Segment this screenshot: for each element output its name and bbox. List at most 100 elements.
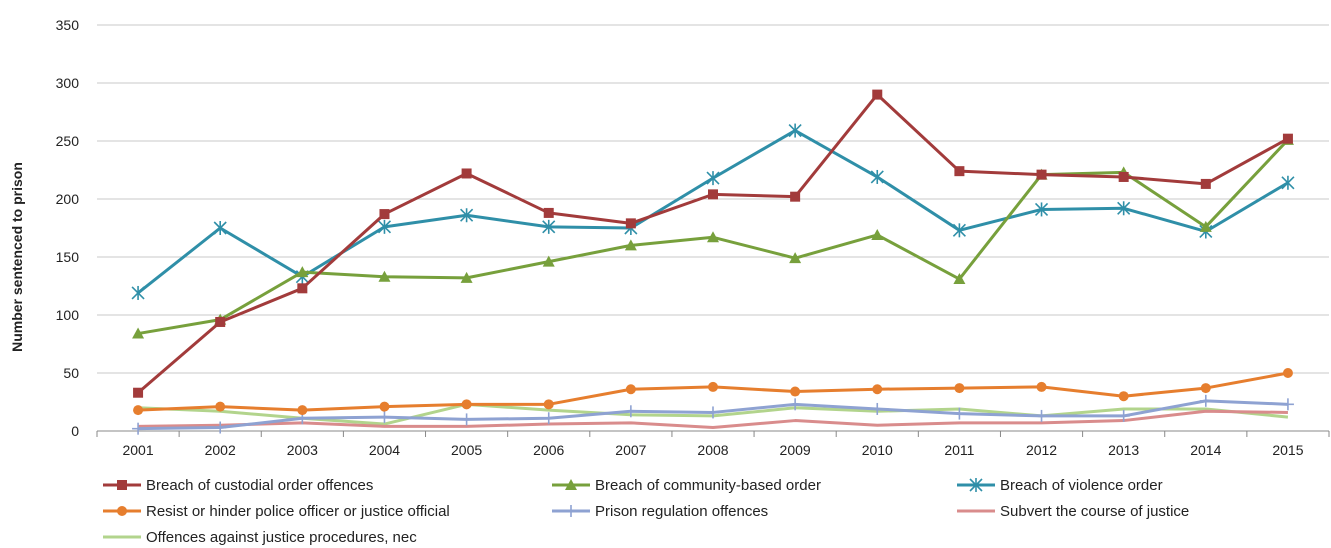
- y-tick-label: 300: [56, 75, 80, 91]
- data-point: [460, 208, 474, 223]
- data-point: [460, 271, 473, 283]
- data-point: [707, 231, 719, 243]
- x-tick-label: 2007: [615, 442, 646, 458]
- data-point: [708, 381, 718, 392]
- axes: 0 50 100 150 200 250 300 350 2001 2002 2003 2004 200…: [56, 17, 1330, 458]
- data-point: [1281, 398, 1294, 411]
- legend-marker: [969, 478, 983, 492]
- data-point: [213, 221, 227, 235]
- x-tick-label: 2015: [1272, 442, 1303, 458]
- legend-label: Resist or hinder police officer or justi…: [146, 503, 450, 520]
- data-point: [1282, 133, 1293, 144]
- data-point: [133, 405, 144, 416]
- series-2: [132, 133, 1294, 339]
- legend-label: Breach of violence order: [1000, 477, 1163, 494]
- data-point: [1199, 394, 1212, 407]
- data-point: [788, 123, 802, 138]
- y-tick-label: 250: [56, 133, 80, 149]
- data-point: [872, 89, 883, 100]
- data-point: [625, 218, 636, 229]
- data-point: [1118, 391, 1129, 402]
- data-point: [132, 327, 145, 339]
- data-point: [953, 407, 966, 420]
- data-point: [871, 228, 884, 240]
- data-point: [379, 401, 390, 412]
- legend-label: Offences against justice procedures, nec: [146, 529, 417, 546]
- x-tick-label: 2011: [944, 442, 974, 458]
- data-point: [1035, 409, 1048, 422]
- series-6: [138, 409, 1288, 430]
- x-tick-label: 2003: [287, 442, 318, 458]
- data-point: [1036, 381, 1047, 392]
- y-tick-label: 150: [56, 249, 80, 265]
- x-tick-label: 2009: [780, 442, 811, 458]
- legend-label: Subvert the course of justice: [1000, 503, 1189, 520]
- data-point: [132, 422, 145, 435]
- data-point: [1036, 169, 1047, 180]
- x-tick-label: 2010: [862, 442, 893, 458]
- data-point: [708, 189, 718, 200]
- data-point: [1117, 201, 1131, 216]
- series-line: [137, 129, 1289, 295]
- legend-item: Prison regulation offences: [552, 503, 768, 520]
- data-point: [954, 166, 965, 177]
- legend-item: Subvert the course of justice: [957, 503, 1189, 520]
- legend-marker: [117, 506, 127, 516]
- data-point: [1118, 171, 1129, 182]
- legend-marker: [565, 505, 577, 517]
- x-tick-label: 2005: [451, 442, 482, 458]
- legend-label: Prison regulation offences: [595, 503, 768, 520]
- data-point: [542, 412, 555, 425]
- data-point: [1200, 178, 1211, 189]
- data-point: [790, 191, 801, 202]
- data-point: [872, 384, 883, 395]
- data-point: [131, 285, 145, 300]
- data-point: [214, 421, 227, 434]
- data-point: [296, 266, 309, 278]
- series-1: [133, 89, 1293, 398]
- data-point: [543, 399, 554, 410]
- legend-item: Breach of custodial order offences: [103, 477, 373, 494]
- data-point: [1200, 383, 1211, 394]
- data-point: [1199, 220, 1212, 232]
- data-point: [460, 413, 473, 426]
- series-4: [133, 368, 1293, 416]
- x-tick-label: 2013: [1108, 442, 1139, 458]
- series-layer: [131, 89, 1295, 435]
- data-point: [954, 383, 965, 394]
- legend-item: Breach of violence order: [957, 477, 1163, 494]
- data-point: [624, 239, 637, 251]
- data-point: [952, 223, 966, 238]
- legend-item: Breach of community-based order: [552, 477, 821, 494]
- data-point: [871, 402, 884, 415]
- data-point: [379, 209, 390, 220]
- legend-marker: [117, 480, 127, 490]
- y-axis-label: Number sentenced to prison: [9, 162, 25, 352]
- y-tick-label: 100: [56, 307, 80, 323]
- legend-label: Breach of custodial order offences: [146, 477, 373, 494]
- y-tick-label: 200: [56, 191, 80, 207]
- data-point: [870, 169, 884, 184]
- data-point: [215, 316, 226, 327]
- legend-marker: [565, 479, 577, 490]
- legend: Breach of custodial order offences Breach…: [103, 477, 1189, 546]
- data-point: [1281, 175, 1295, 190]
- data-point: [378, 270, 391, 282]
- data-point: [625, 384, 636, 395]
- data-point: [953, 273, 966, 285]
- data-point: [624, 405, 637, 418]
- data-point: [790, 386, 801, 397]
- series-5: [132, 394, 1294, 435]
- x-tick-label: 2001: [122, 442, 153, 458]
- data-point: [707, 406, 719, 419]
- x-tick-label: 2012: [1026, 442, 1057, 458]
- data-point: [542, 255, 555, 267]
- legend-item: Offences against justice procedures, nec: [103, 529, 417, 546]
- data-point: [706, 171, 720, 186]
- data-point: [542, 219, 556, 234]
- data-point: [543, 207, 554, 218]
- legend-label: Breach of community-based order: [595, 477, 821, 494]
- data-point: [297, 283, 308, 294]
- y-tick-label: 50: [63, 365, 79, 381]
